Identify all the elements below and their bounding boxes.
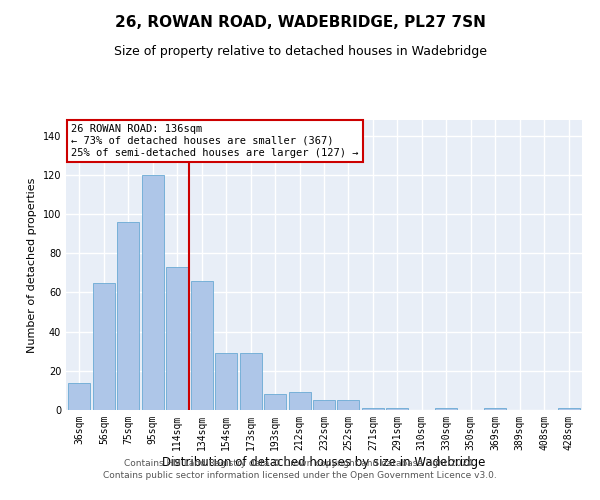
- Bar: [93, 282, 115, 410]
- Bar: [386, 408, 409, 410]
- Bar: [239, 353, 262, 410]
- X-axis label: Distribution of detached houses by size in Wadebridge: Distribution of detached houses by size …: [163, 456, 485, 468]
- Bar: [142, 175, 164, 410]
- Bar: [484, 408, 506, 410]
- Text: Contains HM Land Registry data © Crown copyright and database right 2024.
Contai: Contains HM Land Registry data © Crown c…: [103, 458, 497, 480]
- Text: 26 ROWAN ROAD: 136sqm
← 73% of detached houses are smaller (367)
25% of semi-det: 26 ROWAN ROAD: 136sqm ← 73% of detached …: [71, 124, 359, 158]
- Bar: [435, 408, 457, 410]
- Bar: [557, 408, 580, 410]
- Bar: [264, 394, 286, 410]
- Text: 26, ROWAN ROAD, WADEBRIDGE, PL27 7SN: 26, ROWAN ROAD, WADEBRIDGE, PL27 7SN: [115, 15, 485, 30]
- Bar: [337, 400, 359, 410]
- Bar: [166, 267, 188, 410]
- Bar: [289, 392, 311, 410]
- Bar: [313, 400, 335, 410]
- Bar: [68, 382, 91, 410]
- Bar: [215, 353, 237, 410]
- Y-axis label: Number of detached properties: Number of detached properties: [27, 178, 37, 352]
- Bar: [118, 222, 139, 410]
- Bar: [191, 280, 213, 410]
- Text: Size of property relative to detached houses in Wadebridge: Size of property relative to detached ho…: [113, 45, 487, 58]
- Bar: [362, 408, 384, 410]
